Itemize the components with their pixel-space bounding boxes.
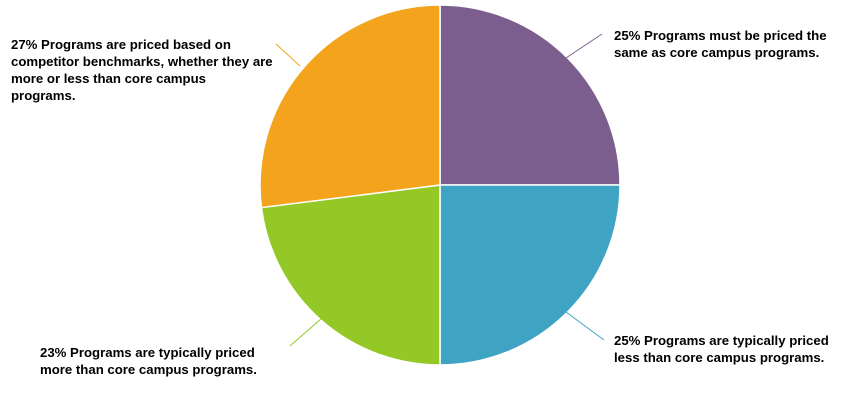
slice-label-same-price: 25% Programs must be priced the same as … (614, 28, 827, 60)
slice-label-priced-less: 25% Programs are typically priced less t… (614, 333, 829, 365)
slice-label-competitor-benchmarks: 27% Programs are priced based on competi… (11, 37, 273, 103)
leader-line-slice-competitor-benchmarks (275, 43, 301, 67)
slice-label-priced-more: 23% Programs are typically priced more t… (40, 345, 257, 377)
slice-priced-more (260, 184, 441, 366)
slice-competitor-benchmarks (259, 4, 441, 209)
slice-priced-less (439, 184, 621, 366)
slice-same-price (439, 4, 621, 186)
leader-line-slice-priced-less (565, 311, 605, 341)
leader-line-slice-priced-more (289, 317, 323, 347)
leader-line-slice-same-price (565, 33, 603, 59)
